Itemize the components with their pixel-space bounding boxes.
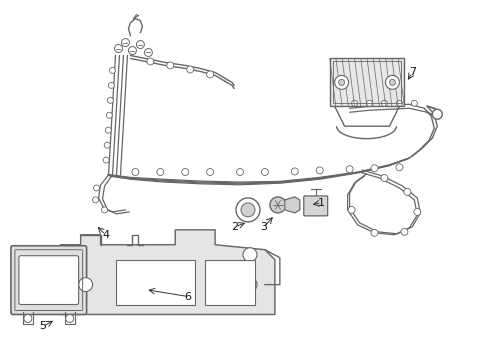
Text: 5: 5 <box>39 321 46 332</box>
Circle shape <box>316 167 323 174</box>
Circle shape <box>381 175 388 181</box>
Circle shape <box>270 197 286 213</box>
Circle shape <box>396 164 403 171</box>
Text: 7: 7 <box>409 67 416 77</box>
Circle shape <box>24 315 32 323</box>
Circle shape <box>207 168 214 176</box>
Circle shape <box>66 315 74 323</box>
Circle shape <box>101 207 107 213</box>
Circle shape <box>371 165 378 172</box>
Circle shape <box>371 229 378 236</box>
Circle shape <box>132 168 139 176</box>
Circle shape <box>109 67 116 73</box>
Text: 1: 1 <box>318 198 325 208</box>
Circle shape <box>396 100 402 106</box>
Circle shape <box>414 208 421 215</box>
Circle shape <box>147 58 154 65</box>
Polygon shape <box>61 230 275 315</box>
Circle shape <box>262 168 269 176</box>
Polygon shape <box>285 197 300 213</box>
Circle shape <box>346 166 353 173</box>
Circle shape <box>335 75 348 89</box>
Circle shape <box>401 228 408 235</box>
Circle shape <box>122 39 129 46</box>
Circle shape <box>412 100 417 106</box>
Circle shape <box>243 248 257 262</box>
Text: 6: 6 <box>185 292 192 302</box>
Bar <box>205 260 255 305</box>
Circle shape <box>128 46 136 54</box>
Circle shape <box>167 62 174 69</box>
Text: 3: 3 <box>260 222 268 232</box>
Circle shape <box>115 45 122 53</box>
Circle shape <box>348 206 355 213</box>
Circle shape <box>104 142 110 148</box>
Bar <box>116 260 195 305</box>
Circle shape <box>93 197 98 203</box>
Circle shape <box>237 168 244 176</box>
Circle shape <box>390 80 395 85</box>
Circle shape <box>107 97 113 103</box>
Circle shape <box>157 168 164 176</box>
Circle shape <box>187 66 194 73</box>
Circle shape <box>145 49 152 57</box>
Circle shape <box>78 278 93 292</box>
Circle shape <box>182 168 189 176</box>
Circle shape <box>236 198 260 222</box>
FancyBboxPatch shape <box>19 256 78 305</box>
Circle shape <box>105 127 111 133</box>
Circle shape <box>136 41 145 49</box>
FancyBboxPatch shape <box>304 196 328 216</box>
Circle shape <box>243 278 257 292</box>
Circle shape <box>241 203 255 217</box>
Text: 4: 4 <box>102 230 109 240</box>
Bar <box>333 62 401 103</box>
Circle shape <box>386 75 399 89</box>
Circle shape <box>367 100 372 106</box>
Circle shape <box>404 189 411 195</box>
Circle shape <box>108 82 114 88</box>
Circle shape <box>352 100 358 106</box>
Circle shape <box>339 80 344 85</box>
Circle shape <box>103 157 109 163</box>
Circle shape <box>94 185 99 191</box>
FancyBboxPatch shape <box>11 246 87 315</box>
Text: 2: 2 <box>231 222 239 232</box>
Circle shape <box>292 168 298 175</box>
Circle shape <box>207 71 214 78</box>
Bar <box>330 58 404 106</box>
Circle shape <box>432 109 442 119</box>
Circle shape <box>382 100 388 106</box>
Circle shape <box>106 112 112 118</box>
